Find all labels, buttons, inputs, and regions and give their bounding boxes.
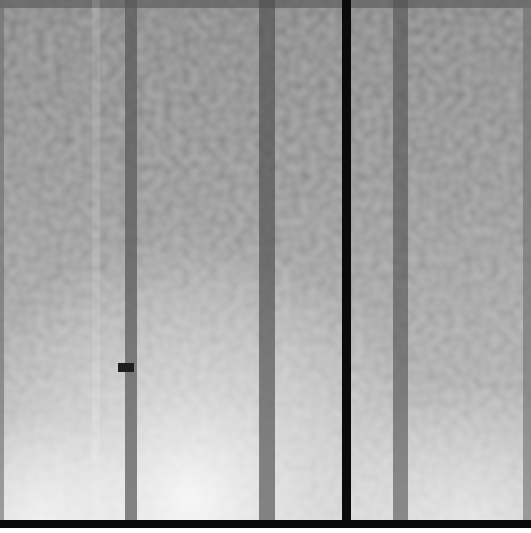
bottom-edge <box>0 520 531 528</box>
bad-column <box>393 0 408 520</box>
hot-pixel <box>118 363 134 372</box>
bad-column <box>125 0 137 520</box>
margin <box>0 528 531 533</box>
bad-column <box>259 0 275 520</box>
column <box>92 0 100 520</box>
dead-column <box>342 0 351 520</box>
right-edge <box>523 0 531 520</box>
left-edge <box>0 0 4 520</box>
